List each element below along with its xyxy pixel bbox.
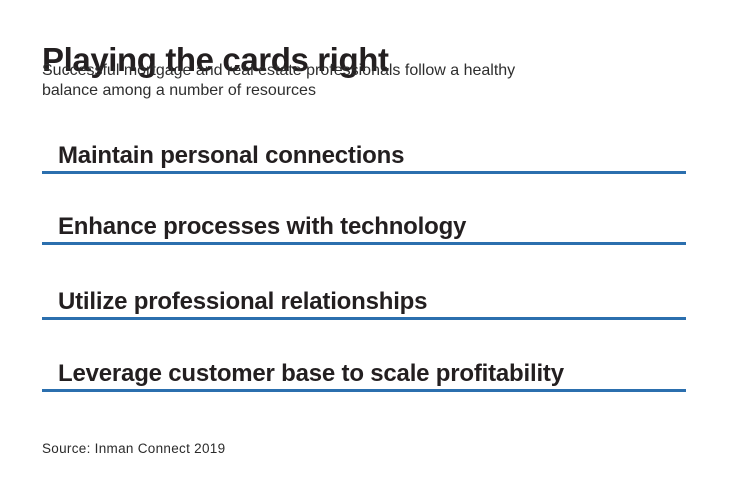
list-item-label: Enhance processes with technology bbox=[58, 213, 467, 240]
list-item: Enhance processes with technology bbox=[42, 212, 686, 245]
page-subtitle: Successful mortgage and real estate prof… bbox=[42, 61, 515, 101]
list-item: Maintain personal connections bbox=[42, 141, 686, 174]
list-item-label: Maintain personal connections bbox=[58, 142, 405, 169]
source-note: Source: Inman Connect 2019 bbox=[42, 441, 226, 456]
page-subtitle-line-1: Successful mortgage and real estate prof… bbox=[42, 62, 516, 79]
page-title: Playing the cards right bbox=[42, 41, 389, 79]
item-underline-rule bbox=[42, 317, 686, 320]
list-item-label: Leverage customer base to scale profitab… bbox=[58, 360, 564, 387]
item-underline-rule bbox=[42, 389, 686, 392]
item-underline-rule bbox=[42, 242, 686, 245]
list-item: Leverage customer base to scale profitab… bbox=[42, 359, 686, 392]
list-item-label: Utilize professional relationships bbox=[58, 288, 428, 315]
page-subtitle-line-2: balance among a number of resources bbox=[42, 82, 316, 99]
list-item: Utilize professional relationships bbox=[42, 287, 686, 320]
item-underline-rule bbox=[42, 171, 686, 174]
